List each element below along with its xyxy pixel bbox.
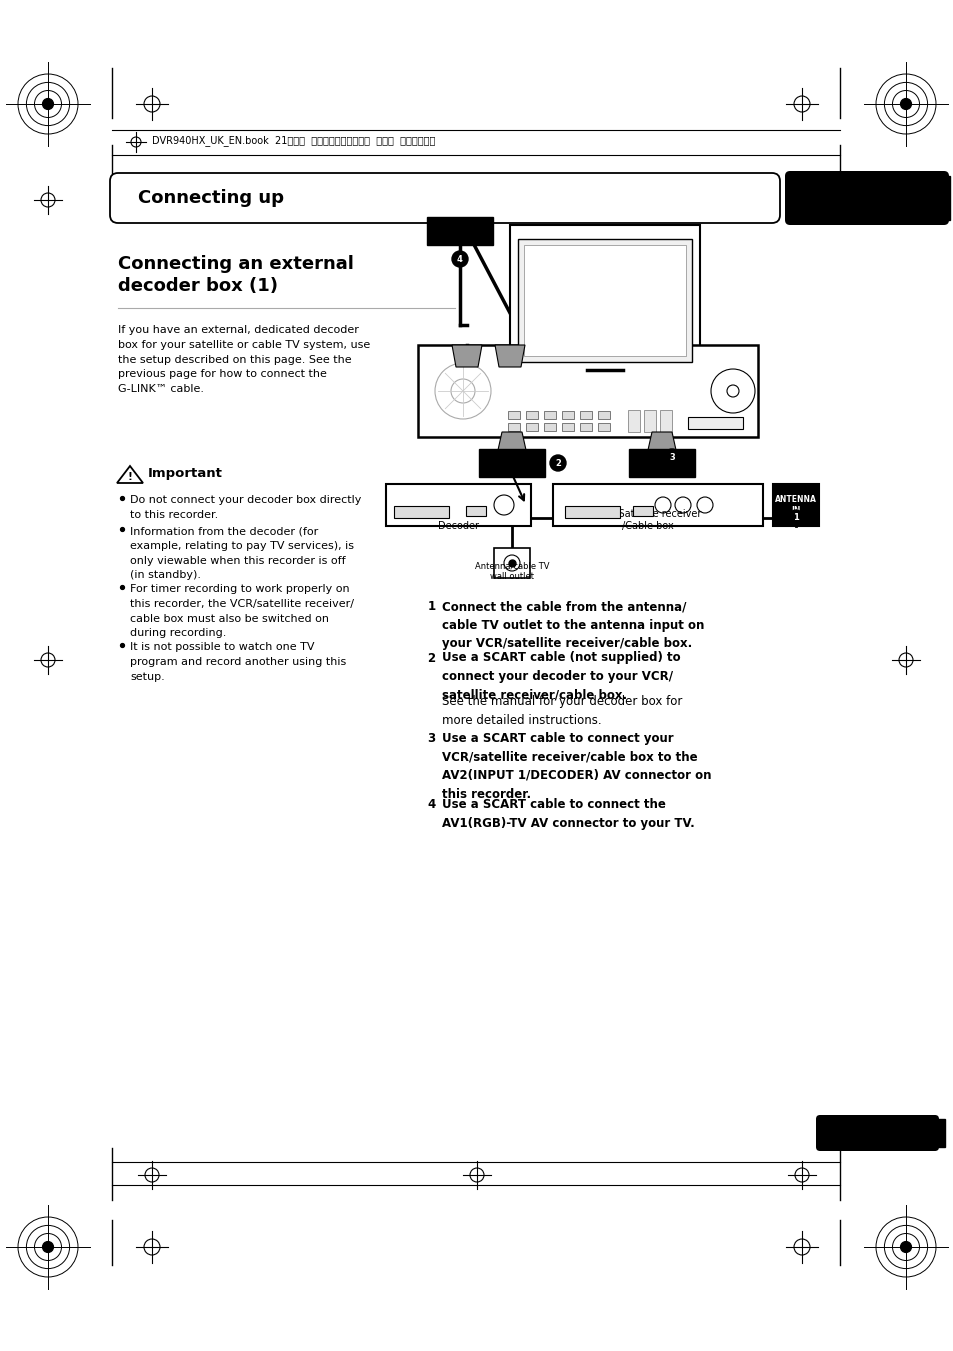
Bar (525, 423, 537, 431)
Text: SCART AV
CONNECTOR: SCART AV CONNECTOR (639, 457, 683, 470)
Circle shape (550, 455, 565, 471)
Text: For timer recording to work properly on
this recorder, the VCR/satellite receive: For timer recording to work properly on … (130, 584, 354, 639)
Bar (494, 549, 530, 578)
Text: 1: 1 (792, 513, 798, 523)
Bar (525, 411, 537, 419)
Text: Use a SCART cable to connect the
AV1(RGB)-TV AV connector to your TV.: Use a SCART cable to connect the AV1(RGB… (441, 798, 694, 830)
Text: Important: Important (148, 467, 223, 481)
Text: VCR/Satellite receiver
/Cable box: VCR/Satellite receiver /Cable box (594, 508, 700, 531)
Text: If you have an external, dedicated decoder
box for your satellite or cable TV sy: If you have an external, dedicated decod… (118, 326, 370, 394)
Bar (507, 411, 519, 419)
Circle shape (900, 1242, 910, 1252)
Bar (564, 507, 619, 517)
Polygon shape (495, 345, 524, 367)
Text: Connect the cable from the antenna/
cable TV outlet to the antenna input on
your: Connect the cable from the antenna/ cabl… (441, 600, 703, 650)
Text: Information from the decoder (for
example, relating to pay TV services), is
only: Information from the decoder (for exampl… (130, 526, 354, 581)
FancyBboxPatch shape (815, 1115, 938, 1151)
Circle shape (43, 99, 53, 109)
Bar (386, 484, 531, 526)
Bar (510, 226, 700, 370)
Polygon shape (647, 432, 676, 450)
Bar (579, 423, 592, 431)
Polygon shape (117, 466, 143, 484)
Bar (517, 239, 691, 362)
Text: Connecting an external: Connecting an external (118, 255, 354, 273)
Circle shape (787, 509, 803, 526)
Text: Antenna/cable TV
wall outlet: Antenna/cable TV wall outlet (475, 562, 549, 581)
Circle shape (452, 251, 468, 267)
Bar (659, 409, 671, 432)
Text: Do not connect your decoder box directly
to this recorder.: Do not connect your decoder box directly… (130, 494, 361, 520)
FancyBboxPatch shape (427, 218, 493, 245)
Bar (643, 409, 656, 432)
Text: 4: 4 (428, 798, 448, 811)
Polygon shape (452, 345, 481, 367)
Bar (417, 345, 758, 436)
Text: ANTENNA
IN: ANTENNA IN (774, 494, 816, 515)
Text: DVR940HX_UK_EN.book  21ページ  ２００６年７朌１２日  水曜日  午後４時５分: DVR940HX_UK_EN.book 21ページ ２００６年７朌１２日 水曜日… (152, 135, 435, 146)
Text: Connecting up: Connecting up (138, 189, 284, 207)
Bar (553, 484, 762, 526)
Bar (543, 411, 556, 419)
Text: SCART AV
CONNECTOR: SCART AV CONNECTOR (490, 457, 534, 470)
Circle shape (663, 449, 679, 465)
Text: !: ! (128, 471, 132, 482)
Text: Use a SCART cable (not supplied) to
connect your decoder to your VCR/
satellite : Use a SCART cable (not supplied) to conn… (441, 651, 679, 701)
Bar (394, 507, 449, 517)
Text: SCART AV
CONNECTOR: SCART AV CONNECTOR (437, 224, 481, 238)
Bar (772, 484, 818, 526)
Text: 2: 2 (428, 651, 448, 665)
Text: decoder box (1): decoder box (1) (118, 277, 277, 295)
Bar (627, 409, 639, 432)
FancyBboxPatch shape (110, 173, 780, 223)
Text: En: En (832, 1142, 846, 1152)
Bar (579, 411, 592, 419)
FancyBboxPatch shape (628, 449, 695, 477)
Bar (924, 1119, 944, 1147)
Text: See the manual for your decoder box for
more detailed instructions.: See the manual for your decoder box for … (441, 694, 681, 727)
Text: 2: 2 (555, 458, 560, 467)
Bar (465, 507, 485, 516)
FancyBboxPatch shape (478, 449, 544, 477)
Text: Decoder: Decoder (437, 521, 478, 531)
Circle shape (43, 1242, 53, 1252)
Bar (561, 411, 574, 419)
Text: 3: 3 (428, 732, 448, 744)
Bar (598, 423, 609, 431)
Polygon shape (497, 432, 525, 450)
Bar (633, 507, 652, 516)
Text: 3: 3 (668, 453, 674, 462)
FancyBboxPatch shape (784, 172, 948, 226)
Text: 21: 21 (826, 1124, 852, 1142)
Bar (879, 176, 949, 220)
Bar (687, 417, 742, 430)
Bar (598, 411, 609, 419)
Text: TV: TV (521, 380, 534, 390)
Bar (561, 423, 574, 431)
Bar (523, 245, 685, 357)
Text: It is not possible to watch one TV
program and record another using this
setup.: It is not possible to watch one TV progr… (130, 642, 346, 682)
Circle shape (900, 99, 910, 109)
Text: Use a SCART cable to connect your
VCR/satellite receiver/cable box to the
AV2(IN: Use a SCART cable to connect your VCR/sa… (441, 732, 711, 801)
Text: 1: 1 (428, 600, 448, 613)
Bar (507, 423, 519, 431)
Bar (543, 423, 556, 431)
Text: 4: 4 (456, 254, 462, 263)
Text: 02: 02 (839, 188, 869, 208)
